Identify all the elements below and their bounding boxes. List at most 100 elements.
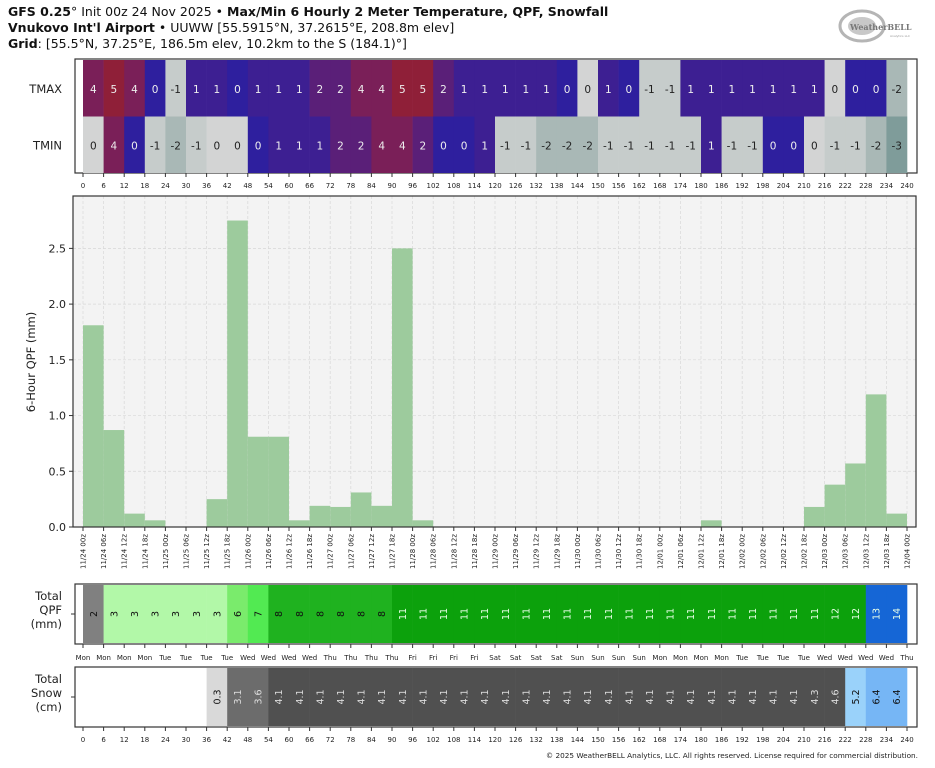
day-tick-label: Fri xyxy=(408,654,416,662)
tmin-cell xyxy=(783,116,805,173)
total-qpf-value: 11 xyxy=(501,608,512,620)
svg-text:WeatherBELL: WeatherBELL xyxy=(849,22,912,32)
tmax-value: 0 xyxy=(234,84,241,96)
hour-tick-label: 24 xyxy=(161,182,170,190)
total-snow-cell xyxy=(392,668,413,726)
tmin-value: -1 xyxy=(624,141,634,153)
tmin-value: -1 xyxy=(747,141,757,153)
tmax-cell xyxy=(350,60,372,117)
hour-tick-label: 60 xyxy=(285,182,294,190)
total-qpf-cell xyxy=(144,585,166,643)
hour-tick-label: 66 xyxy=(305,182,314,190)
tmax-cell xyxy=(186,60,207,117)
hour-tick-label: 54 xyxy=(264,736,273,744)
tmax-cell xyxy=(762,60,784,117)
tmax-value: 1 xyxy=(749,84,756,96)
total-qpf-value: 11 xyxy=(707,608,718,620)
hour-tick-label: 126 xyxy=(509,182,523,190)
hour-tick-label: 72 xyxy=(326,182,335,190)
date-tick-label: 11/25 18z xyxy=(224,534,232,569)
tmin-value: 0 xyxy=(790,141,797,153)
total-qpf-value: 8 xyxy=(377,611,388,617)
hour-tick-label: 138 xyxy=(550,736,563,744)
tmin-cell xyxy=(804,116,825,173)
tmax-value: 5 xyxy=(399,84,406,96)
tmin-value: -1 xyxy=(521,141,531,153)
total-qpf-value: 8 xyxy=(274,611,285,617)
date-tick-label: 11/28 00z xyxy=(409,534,417,569)
hour-tick-label: 24 xyxy=(161,736,170,744)
total-qpf-cell xyxy=(762,585,784,643)
total-snow-value: 4.1 xyxy=(480,689,491,704)
total-snow-value: 0.3 xyxy=(212,689,223,704)
hour-tick-label: 168 xyxy=(653,736,666,744)
tmin-value: -1 xyxy=(191,141,201,153)
date-tick-label: 11/26 18z xyxy=(306,534,314,569)
tmin-value: 0 xyxy=(131,141,138,153)
date-tick-label: 11/27 06z xyxy=(347,534,355,569)
tmax-cell xyxy=(247,60,269,117)
tmax-cell xyxy=(804,60,825,117)
day-tick-label: Mon xyxy=(673,654,688,662)
total-qpf-value: 11 xyxy=(542,608,553,620)
tmax-cell xyxy=(453,60,475,117)
hour-tick-label: 150 xyxy=(591,182,604,190)
total-qpf-cell xyxy=(371,585,393,643)
qpf-bar xyxy=(886,513,907,527)
tmax-value: 4 xyxy=(358,84,365,96)
total-snow-value: 4.1 xyxy=(336,689,347,704)
total-qpf-cell xyxy=(206,585,228,643)
total-qpf-value: 11 xyxy=(624,608,635,620)
weatherbell-logo: WeatherBELL Analytics LLC xyxy=(838,9,912,43)
total-snow-value: 4.1 xyxy=(521,689,532,704)
tmax-cell xyxy=(289,60,310,117)
date-tick-label: 11/26 06z xyxy=(265,534,273,569)
total-qpf-value: 13 xyxy=(872,608,883,620)
total-qpf-cell xyxy=(515,585,537,643)
tmin-cell xyxy=(639,116,661,173)
total-snow-value: 4.1 xyxy=(645,689,656,704)
total-qpf-cell xyxy=(556,585,578,643)
hour-tick-label: 6 xyxy=(101,182,106,190)
tmax-cell xyxy=(618,60,640,117)
total-snow-cell xyxy=(453,668,475,726)
total-qpf-value: 6 xyxy=(233,611,244,617)
day-tick-label: Thu xyxy=(899,654,913,662)
total-snow-cell xyxy=(268,668,290,726)
hour-tick-label: 186 xyxy=(715,736,729,744)
qpf-bar xyxy=(83,325,104,527)
hour-tick-label: 90 xyxy=(388,736,397,744)
hour-tick-label: 12 xyxy=(120,182,129,190)
total-snow-value: 4.1 xyxy=(583,689,594,704)
hour-tick-label: 240 xyxy=(900,182,913,190)
y-tick-label: 1.5 xyxy=(49,354,67,367)
date-tick-label: 12/01 00z xyxy=(656,534,664,569)
total-snow-value: 4.1 xyxy=(707,689,718,704)
day-tick-label: Wed xyxy=(302,654,317,662)
tmin-cell xyxy=(536,116,558,173)
total-qpf-cell xyxy=(680,585,702,643)
total-qpf-value: 11 xyxy=(789,608,800,620)
day-tick-label: Mon xyxy=(96,654,111,662)
tmax-cell xyxy=(886,60,908,117)
tmax-cell xyxy=(845,60,867,117)
total-snow-value: 3.1 xyxy=(233,689,244,704)
total-snow-value: 6.4 xyxy=(872,689,883,704)
qpf-bar xyxy=(804,506,825,527)
tmax-value: 5 xyxy=(111,84,118,96)
tmin-cell xyxy=(124,116,146,173)
tmax-value: 4 xyxy=(378,84,385,96)
date-tick-label: 11/24 00z xyxy=(80,534,88,569)
tmin-value: -1 xyxy=(644,141,654,153)
tmin-cell xyxy=(165,116,187,173)
total-qpf-value: 11 xyxy=(480,608,491,620)
total-qpf-value: 11 xyxy=(583,608,594,620)
tmin-value: 2 xyxy=(337,141,344,153)
total-qpf-value: 8 xyxy=(315,611,326,617)
tmin-cell xyxy=(392,116,413,173)
tmax-cell xyxy=(639,60,661,117)
day-tick-label: Sun xyxy=(591,654,604,662)
tmin-value: -2 xyxy=(541,141,551,153)
tmin-value: -1 xyxy=(603,141,613,153)
hour-tick-label: 96 xyxy=(408,736,417,744)
